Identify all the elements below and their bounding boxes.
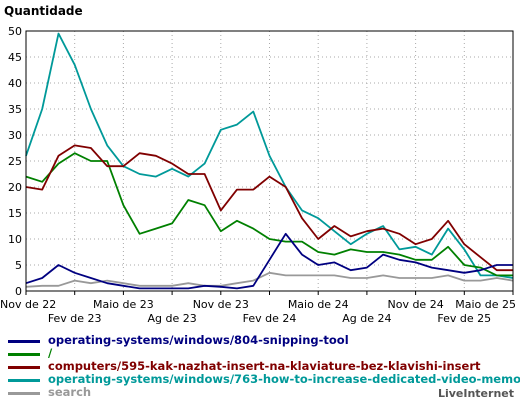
series-line-4: [25, 271, 514, 288]
y-tick-label: 35: [8, 103, 22, 116]
y-tick-label: 10: [8, 233, 22, 246]
series-line-0: [25, 232, 513, 290]
legend-label: search: [48, 385, 92, 399]
series-lines: [25, 32, 514, 290]
y-tick-label: 25: [8, 155, 22, 168]
legend-item: search: [8, 386, 520, 399]
plot-frame: [25, 30, 514, 292]
y-tick-label: 0: [15, 285, 22, 298]
legend: operating-systems/windows/804-snipping-t…: [8, 334, 520, 399]
legend-swatch: [8, 353, 40, 356]
series-line-3: [25, 32, 514, 279]
x-tick-label: Maio de 23: [93, 298, 154, 311]
x-tick-label: Fev de 23: [48, 312, 102, 325]
x-tick-label: Nov de 23: [193, 298, 249, 311]
x-tick-label: Fev de 25: [437, 312, 491, 325]
y-tick-label: 45: [8, 51, 22, 64]
y-tick-label: 15: [8, 207, 22, 220]
legend-label: operating-systems/windows/804-snipping-t…: [48, 333, 349, 347]
line-chart: Quantidade 0 5 10 15 20 25 30 35 40 45 50 Nov de 2…: [0, 4, 516, 325]
credit-label: LiveInternet: [437, 387, 514, 400]
legend-swatch: [8, 340, 40, 343]
x-tick-label: Maio de 25: [455, 298, 516, 311]
y-tick-label: 20: [8, 181, 22, 194]
y-tick-label: 50: [8, 25, 22, 38]
x-tick-label: Maio de 24: [288, 298, 349, 311]
x-tick-label: Nov de 24: [387, 298, 443, 311]
y-axis-ticks: 0 5 10 15 20 25 30 35 40 45 50: [8, 25, 22, 298]
y-tick-label: 40: [8, 77, 22, 90]
legend-item: computers/595-kak-nazhat-insert-na-klavi…: [8, 360, 520, 373]
legend-label: computers/595-kak-nazhat-insert-na-klavi…: [48, 359, 481, 373]
y-tick-label: 30: [8, 129, 22, 142]
legend-swatch: [8, 379, 40, 382]
legend-swatch: [8, 392, 40, 395]
legend-item: /: [8, 347, 520, 360]
chart-title: Quantidade: [4, 4, 83, 18]
x-tick-label: Nov de 22: [0, 298, 56, 311]
y-tick-label: 5: [15, 259, 22, 272]
series-line-2: [25, 144, 513, 272]
x-axis-ticks: Nov de 22 Maio de 23 Nov de 23 Maio de 24 No…: [0, 291, 516, 325]
legend-label: /: [48, 346, 53, 360]
legend-item: operating-systems/windows/804-snipping-t…: [8, 334, 520, 347]
legend-item: operating-systems/windows/763-how-to-inc…: [8, 373, 520, 386]
series-line-1: [25, 152, 513, 277]
x-tick-label: Ag de 23: [147, 312, 196, 325]
legend-label: operating-systems/windows/763-how-to-inc…: [48, 372, 520, 386]
x-tick-label: Fev de 24: [243, 312, 297, 325]
legend-swatch: [8, 366, 40, 369]
x-tick-label: Ag de 24: [342, 312, 391, 325]
